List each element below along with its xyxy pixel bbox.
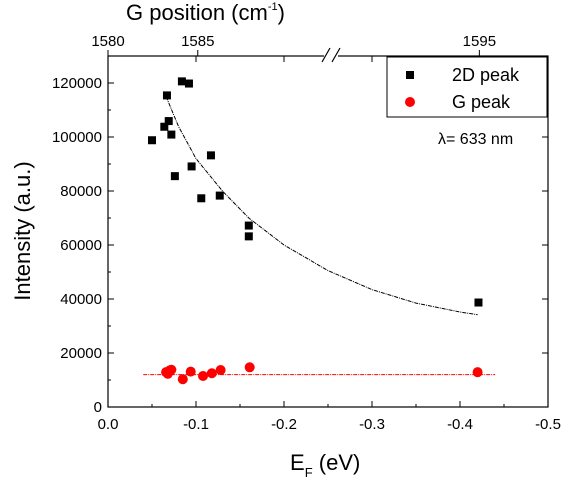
data-point-g-peak	[244, 362, 255, 373]
top-tick-label: 1585	[181, 33, 214, 50]
top-axis-title-end: )	[278, 0, 285, 25]
data-point-2d-peak	[148, 136, 156, 145]
y-tick-label: 120000	[52, 75, 102, 92]
y-tick-label: 60000	[60, 237, 102, 254]
data-point-2d-peak	[184, 79, 193, 88]
y-tick-label: 20000	[60, 345, 102, 362]
y-axis-title: Intensity (a.u.)	[10, 161, 35, 300]
data-point-2d-peak	[177, 77, 186, 86]
y-tick-label: 0	[94, 399, 102, 416]
data-point-2d-peak	[215, 191, 224, 200]
top-axis-title-sup: -1	[268, 1, 278, 13]
data-point-2d-peak	[162, 91, 171, 100]
x-tick-label: -0.1	[183, 416, 209, 433]
x-axis-title: EF (eV)	[290, 450, 360, 480]
legend-label-2d-peak: 2D peak	[452, 65, 520, 85]
y-tick-label: 100000	[52, 129, 102, 146]
top-axis-title-main: G position (cm	[126, 0, 268, 25]
data-point-g-peak	[472, 367, 483, 378]
data-point-2d-peak	[244, 232, 253, 241]
x-tick-label: -0.3	[359, 416, 385, 433]
legend: 2D peak G peak	[386, 56, 548, 118]
data-point-g-peak	[166, 364, 177, 375]
x-tick-label: -0.4	[447, 416, 473, 433]
fit-line-2d-peak	[165, 96, 478, 316]
legend-marker-2d-peak	[406, 71, 414, 79]
x-axis-title-unit: (eV)	[313, 450, 361, 475]
data-point-2d-peak	[170, 172, 179, 181]
data-point-2d-peak	[187, 162, 196, 171]
data-point-g-peak	[177, 374, 188, 385]
data-point-2d-peak	[206, 151, 215, 160]
x-tick-label: 0.0	[98, 416, 119, 433]
x-axis-title-sub: F	[305, 465, 313, 480]
ticks-layer: 0.0 -0.1 -0.2 -0.3 -0.4 -0.5 0 20000 40000 60000 8…	[52, 33, 561, 433]
legend-box	[386, 56, 548, 118]
data-point-2d-peak	[474, 298, 483, 307]
points-layer	[148, 77, 483, 385]
data-point-2d-peak	[160, 122, 169, 131]
top-tick-label: 1580	[91, 33, 124, 50]
y-tick-label: 40000	[60, 291, 102, 308]
data-point-2d-peak	[197, 194, 206, 203]
data-point-2d-peak	[167, 130, 176, 139]
data-point-g-peak	[185, 366, 196, 377]
y-tick-label: 80000	[60, 183, 102, 200]
x-tick-label: -0.5	[535, 416, 561, 433]
data-point-g-peak	[215, 365, 226, 376]
legend-label-g-peak: G peak	[452, 92, 511, 112]
top-axis-break	[321, 47, 341, 63]
top-axis-title: G position (cm-1)	[126, 0, 285, 25]
top-tick-label: 1595	[463, 33, 496, 50]
data-point-g-peak	[206, 368, 217, 379]
data-point-2d-peak	[244, 221, 253, 230]
wavelength-annotation: λ= 633 nm	[438, 131, 513, 148]
legend-marker-g-peak	[405, 97, 415, 107]
data-point-g-peak	[198, 370, 209, 381]
x-axis-title-main: E	[290, 450, 305, 475]
x-tick-label: -0.2	[271, 416, 297, 433]
data-point-2d-peak	[164, 117, 173, 126]
